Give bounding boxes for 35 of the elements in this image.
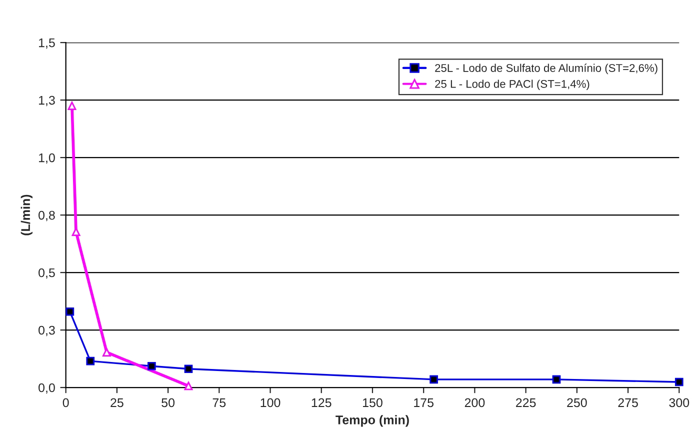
point [184,382,193,390]
y-tick-label: 1,5 [38,38,55,49]
x-tick-label: 250 [567,398,587,408]
y-tick-label: 1,3 [38,96,55,106]
point [72,228,80,236]
x-tick-label: 0 [62,398,69,408]
point [674,378,684,386]
x-tick-label: 300 [669,398,690,408]
y-axis-title: (L/min) [20,194,32,236]
legend-label: 25L - Lodo de Sulfato de Alumínio (ST=2,6%) [435,64,658,74]
x-tick-label: 25 [110,398,124,408]
point [66,307,74,316]
x-tick-label: 150 [363,398,382,408]
x-tick-label: 175 [414,398,434,408]
x-tick-label: 75 [212,398,226,408]
x-tick-label: 275 [618,398,638,408]
y-tick-label: 0,3 [38,326,55,336]
y-tick-label: 0,5 [38,268,55,279]
point [102,348,111,356]
legend-label: 25 L - Lodo de PACl (ST=1,4%) [435,80,590,90]
point [184,364,193,374]
x-tick-label: 100 [260,398,280,408]
y-tick-label: 0,8 [38,210,55,222]
x-axis-title: Tempo (min) [336,415,409,427]
y-tick-label: 1,0 [38,153,55,164]
point [552,375,561,384]
x-tick-label: 50 [162,398,175,408]
point [86,356,95,366]
point [148,362,156,370]
x-tick-label: 125 [312,398,332,408]
y-tick-label: 0,0 [38,383,55,394]
x-tick-label: 225 [516,398,536,408]
point [68,102,76,110]
x-tick-label: 200 [464,398,485,408]
point [430,375,438,384]
